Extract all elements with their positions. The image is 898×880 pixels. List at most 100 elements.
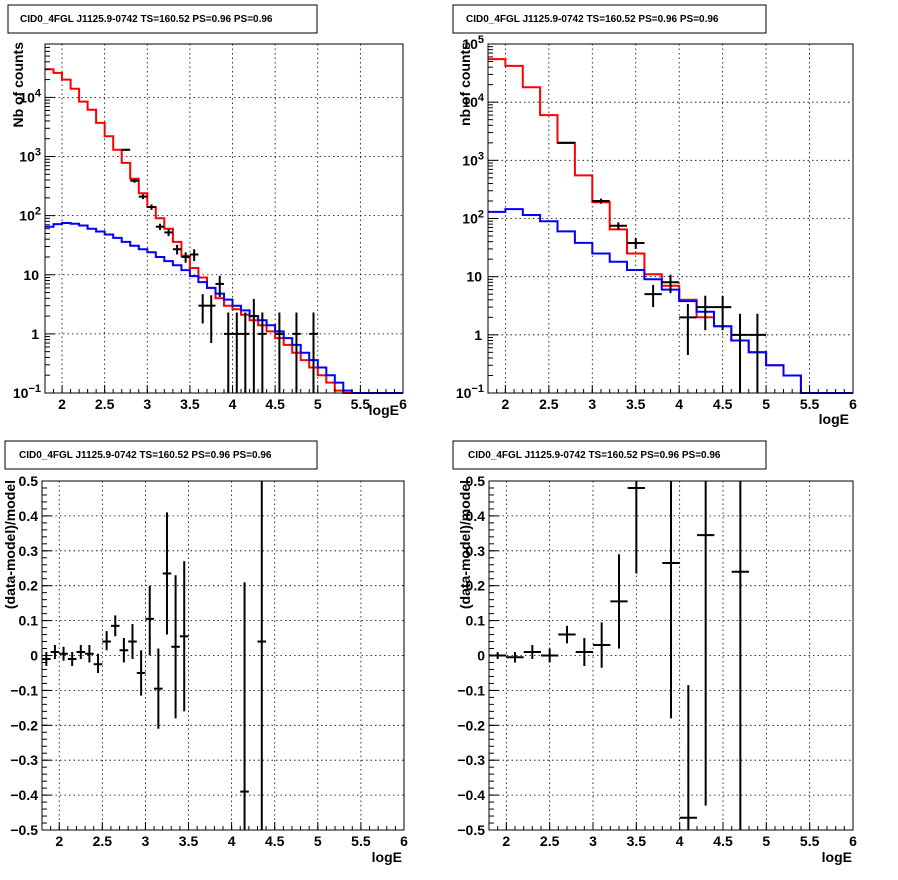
data-point	[110, 615, 120, 637]
chart-title: CID0_4FGL J1125.9-0742 TS=160.52 PS=0.96…	[19, 450, 272, 461]
y-tick-label: 0	[30, 648, 38, 664]
y-axis-ticks: −0.5 −0.4 −0.3 −0.2 −0.1 0 0.1 0.2 0.3 0.4 0.5	[457, 473, 499, 838]
grid	[42, 481, 404, 830]
data-point	[644, 284, 662, 308]
data-point	[292, 312, 301, 393]
data-point	[523, 645, 541, 659]
x-tick-label: 3.5	[627, 833, 647, 849]
x-tick-label: 5	[762, 396, 770, 412]
panel-counts-left: CID0_4FGL J1125.9-0742 TS=160.52 PS=0.96…	[7, 4, 407, 418]
data-points	[121, 148, 318, 393]
data-point	[130, 178, 139, 183]
x-tick-label: 5	[762, 833, 770, 849]
y-tick-label: 104	[19, 87, 42, 105]
data-points	[42, 481, 267, 830]
data-point	[679, 685, 697, 830]
data-point	[76, 645, 86, 659]
y-tick-label: 105	[462, 34, 484, 52]
x-tick-label: 3.5	[179, 833, 199, 849]
y-tick-label: 0.3	[466, 543, 486, 559]
x-tick-label: 2.5	[539, 396, 559, 412]
y-tick-label: 0.4	[466, 508, 486, 524]
x-tick-label: 4	[229, 396, 237, 412]
x-axis-label: logE	[369, 402, 399, 418]
data-point	[128, 624, 137, 659]
x-tick-label: 6	[400, 833, 408, 849]
y-tick-label: −0.1	[10, 682, 38, 698]
data-point	[748, 313, 767, 393]
y-axis-ticks: 10−1 1 10 102 103 104 105	[456, 34, 498, 401]
y-tick-label: −0.3	[10, 752, 38, 768]
x-tick-label: 5.5	[351, 833, 371, 849]
data-point	[93, 653, 103, 673]
data-point	[593, 622, 611, 668]
x-tick-label: 3.5	[626, 396, 646, 412]
chart-title: CID0_4FGL J1125.9-0742 TS=160.52 PS=0.96…	[466, 14, 719, 25]
x-tick-label: 4	[228, 833, 236, 849]
y-axis-label: nb of counts	[457, 42, 473, 126]
data-point	[59, 646, 68, 661]
y-tick-label: −0.4	[10, 787, 38, 803]
x-tick-label: 5.5	[800, 396, 820, 412]
x-tick-label: 4.5	[265, 396, 285, 412]
data-point	[506, 652, 524, 663]
x-axis-ticks: 2 2.5 3 3.5 4 4.5 5 5.5 6	[41, 822, 408, 849]
panel-counts-right: CID0_4FGL J1125.9-0742 TS=160.52 PS=0.96…	[452, 4, 857, 427]
chart-title: CID0_4FGL J1125.9-0742 TS=160.52 PS=0.96…	[20, 14, 273, 25]
data-point	[557, 141, 575, 144]
x-axis-ticks: 2 2.5 3 3.5 4 4.5 5 5.5 6	[488, 822, 857, 849]
y-tick-label: 10−1	[456, 383, 484, 401]
x-axis-label: logE	[822, 849, 852, 865]
data-point	[154, 648, 163, 729]
x-tick-label: 2.5	[540, 833, 560, 849]
y-tick-label: 0.4	[19, 508, 39, 524]
y-tick-label: 0.2	[466, 578, 486, 594]
data-point	[232, 312, 242, 393]
data-point	[50, 645, 60, 659]
y-axis-ticks: 10−1 1 10 102 103 104	[13, 46, 55, 401]
grid	[45, 44, 403, 393]
data-point	[147, 204, 156, 210]
data-point	[257, 481, 267, 830]
x-tick-label: 3	[142, 833, 150, 849]
data-point	[592, 198, 610, 204]
y-tick-label: 0.3	[19, 543, 39, 559]
data-point	[67, 652, 77, 666]
data-point	[119, 638, 129, 663]
y-tick-label: 10−1	[13, 383, 41, 401]
x-tick-label: 3.5	[180, 396, 200, 412]
panel-residuals-right: CID0_4FGL J1125.9-0742 TS=160.52 PS=0.96…	[452, 440, 857, 865]
data-point	[696, 295, 714, 331]
y-axis-label: Nb of counts	[10, 42, 26, 128]
x-tick-label: 4.5	[713, 833, 733, 849]
data-point	[42, 652, 51, 666]
y-tick-label: 10	[466, 269, 482, 285]
title-box	[7, 4, 318, 34]
data-point	[102, 631, 111, 651]
data-point	[241, 312, 250, 393]
y-tick-label: 0.2	[19, 578, 39, 594]
data-point	[206, 295, 216, 344]
data-point	[85, 645, 94, 663]
data-point	[136, 650, 146, 696]
data-point	[121, 148, 131, 151]
data-point	[627, 481, 645, 574]
x-tick-label: 2	[58, 396, 66, 412]
y-tick-label: 1	[31, 326, 39, 342]
x-tick-label: 4	[675, 396, 683, 412]
y-tick-label: 102	[462, 209, 484, 227]
data-point	[275, 312, 284, 393]
y-tick-label: 0.1	[19, 613, 39, 629]
data-point	[215, 275, 224, 298]
data-point	[575, 638, 593, 666]
data-point	[198, 294, 207, 324]
y-tick-label: −0.3	[457, 752, 485, 768]
x-tick-label: 5	[314, 396, 322, 412]
y-tick-label: 103	[462, 150, 484, 168]
x-tick-label: 2	[501, 396, 509, 412]
x-tick-label: 5	[314, 833, 322, 849]
x-tick-label: 3	[143, 396, 151, 412]
y-tick-label: 0.1	[466, 613, 486, 629]
series-layer	[45, 68, 403, 394]
data-point	[558, 625, 576, 644]
